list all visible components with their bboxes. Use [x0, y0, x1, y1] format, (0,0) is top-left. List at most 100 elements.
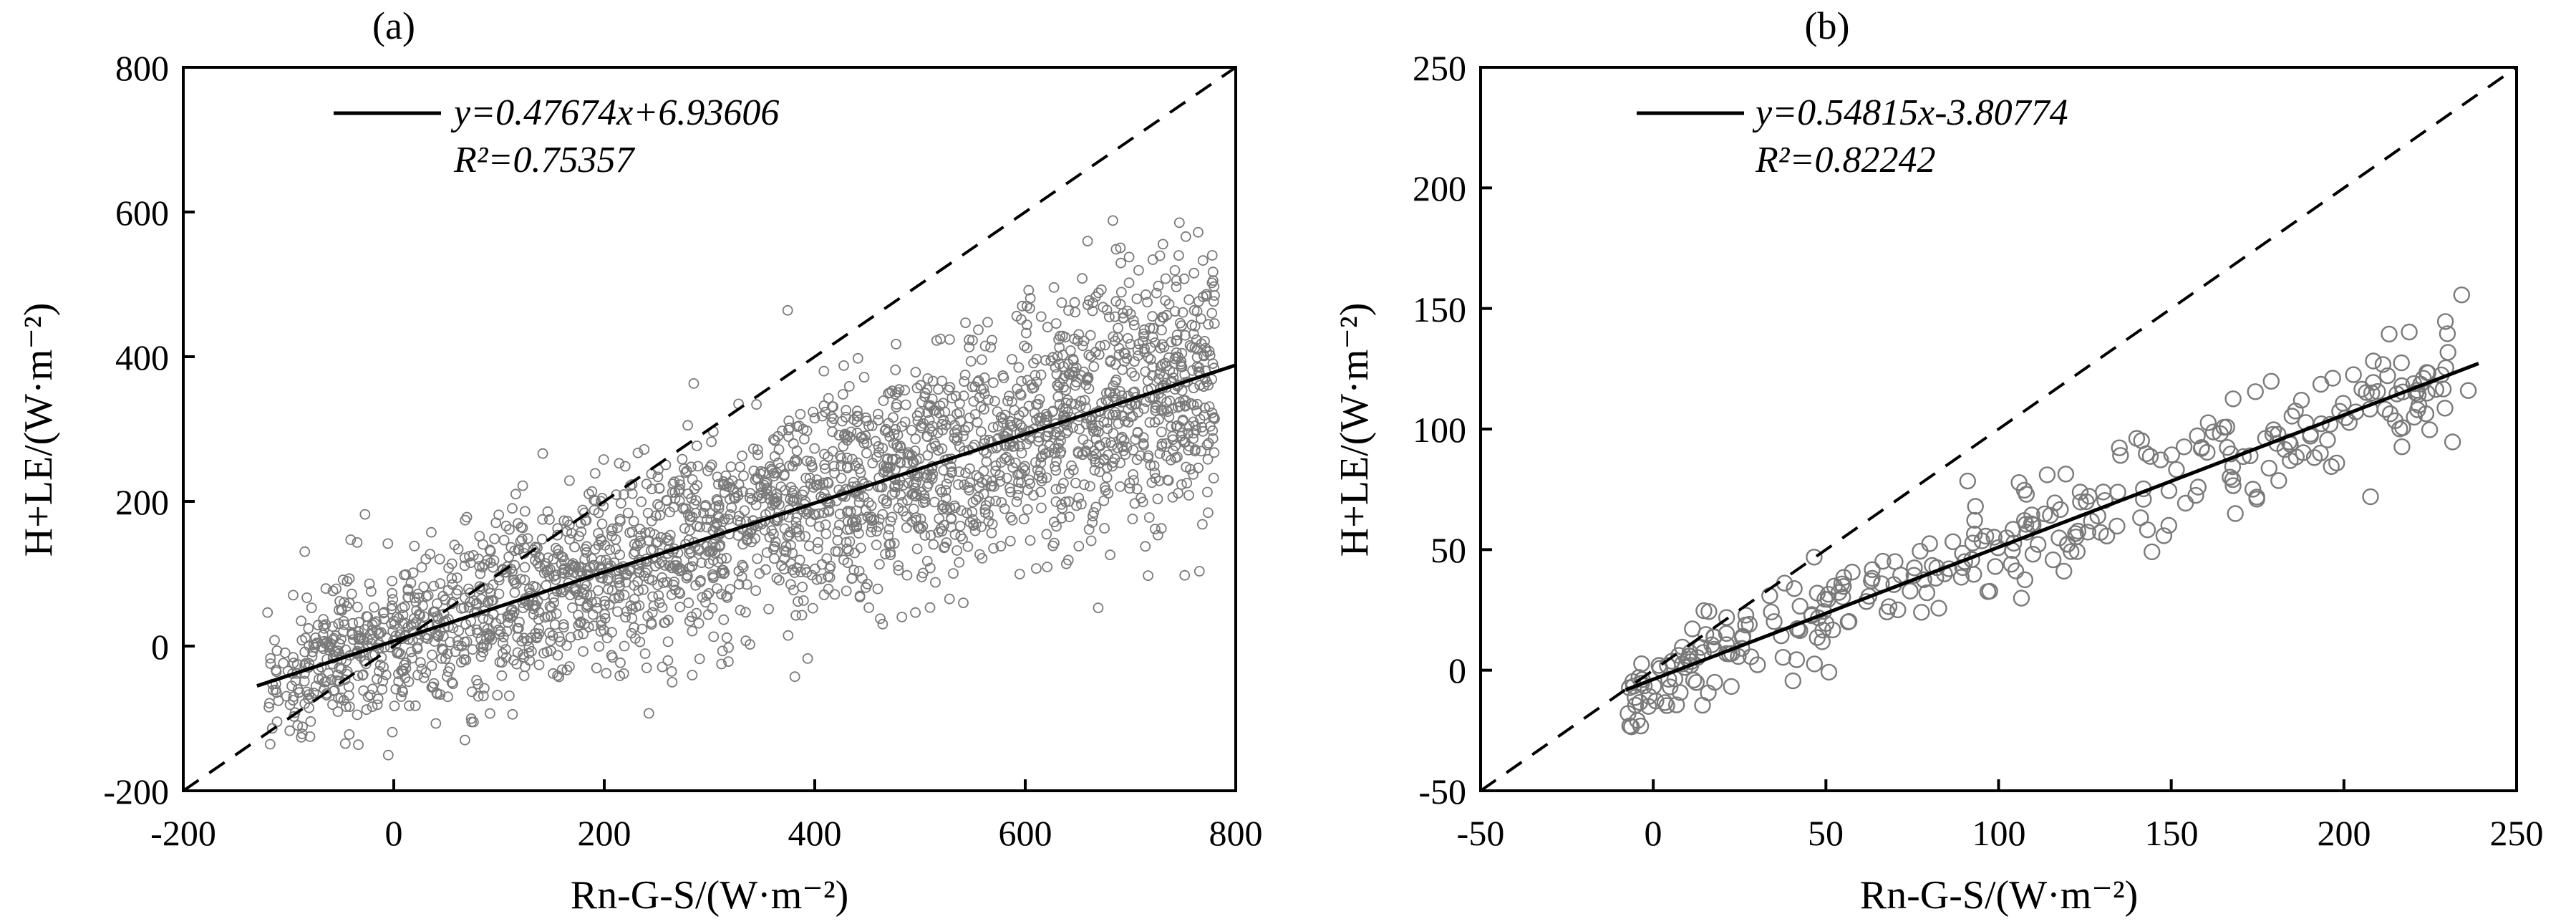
scatter-point — [2219, 439, 2236, 456]
scatter-point — [552, 650, 563, 661]
panel-b-ytick: -50 — [1418, 771, 1466, 812]
scatter-point — [569, 542, 580, 553]
scatter-point — [467, 644, 478, 655]
scatter-point — [1014, 441, 1025, 452]
scatter-point — [657, 602, 668, 613]
scatter-point — [895, 458, 906, 469]
scatter-point — [891, 439, 902, 451]
scatter-point — [332, 706, 344, 717]
scatter-point — [931, 335, 942, 346]
scatter-point — [1128, 475, 1139, 486]
scatter-point — [1183, 441, 1195, 452]
scatter-point — [903, 447, 914, 458]
scatter-point — [1042, 430, 1053, 442]
scatter-point — [367, 701, 378, 712]
scatter-point — [863, 420, 874, 432]
scatter-point — [908, 489, 919, 500]
scatter-point — [2409, 401, 2426, 418]
scatter-point — [1177, 434, 1188, 446]
scatter-point — [593, 585, 604, 596]
scatter-point — [2376, 400, 2394, 418]
scatter-point — [944, 593, 955, 605]
scatter-point — [533, 607, 545, 618]
scatter-point — [332, 669, 344, 680]
scatter-point — [827, 446, 838, 457]
scatter-point — [754, 489, 765, 501]
scatter-point — [784, 461, 795, 471]
scatter-point — [1022, 342, 1032, 354]
scatter-point — [1120, 415, 1130, 427]
scatter-point — [296, 635, 308, 646]
scatter-point — [2189, 427, 2206, 445]
scatter-point — [805, 456, 816, 467]
panel-b-xtick: 150 — [2145, 813, 2199, 853]
scatter-point — [944, 334, 955, 345]
scatter-point — [1633, 655, 1650, 673]
scatter-point — [1808, 629, 1826, 646]
scatter-point — [1017, 300, 1028, 312]
scatter-point — [2013, 589, 2030, 607]
scatter-point — [820, 519, 831, 530]
scatter-point — [915, 380, 926, 391]
scatter-point — [319, 622, 330, 634]
scatter-point — [769, 451, 780, 462]
scatter-point — [873, 415, 884, 425]
scatter-point — [1107, 410, 1118, 420]
scatter-point — [2015, 481, 2033, 499]
scatter-point — [707, 572, 719, 584]
scatter-point — [333, 618, 344, 630]
scatter-point — [885, 549, 896, 561]
scatter-point — [458, 654, 470, 665]
scatter-point — [345, 534, 357, 545]
scatter-point — [412, 670, 423, 680]
scatter-point — [2247, 383, 2264, 400]
scatter-point — [505, 605, 517, 616]
scatter-point — [1700, 603, 1718, 620]
panel-b-xtick: 0 — [1645, 813, 1662, 853]
scatter-point — [599, 595, 610, 607]
scatter-point — [344, 573, 355, 584]
scatter-point — [949, 500, 960, 511]
scatter-point — [777, 425, 788, 436]
scatter-point — [405, 577, 417, 589]
scatter-point — [575, 562, 586, 572]
scatter-point — [674, 475, 685, 486]
scatter-point — [990, 496, 1002, 506]
scatter-point — [964, 484, 974, 496]
scatter-point — [1014, 569, 1025, 579]
scatter-point — [954, 466, 965, 477]
scatter-point — [1110, 311, 1120, 322]
scatter-point — [771, 572, 783, 584]
scatter-point — [2353, 380, 2371, 398]
scatter-point — [503, 552, 514, 562]
scatter-point — [688, 378, 699, 389]
scatter-point — [874, 559, 885, 570]
scatter-point — [493, 624, 504, 635]
panel-b-xtick: 250 — [2490, 813, 2544, 853]
scatter-point — [1774, 649, 1792, 666]
scatter-point — [1137, 335, 1148, 347]
scatter-point — [1058, 478, 1069, 489]
scatter-point — [335, 692, 347, 703]
scatter-point — [403, 676, 415, 688]
scatter-point — [994, 476, 1006, 487]
scatter-point — [1082, 236, 1093, 247]
scatter-point — [518, 670, 530, 681]
scatter-point — [1108, 457, 1118, 468]
scatter-point — [750, 474, 761, 486]
scatter-point — [512, 631, 523, 643]
scatter-point — [352, 670, 364, 681]
scatter-point — [460, 734, 470, 746]
scatter-point — [1110, 376, 1121, 388]
scatter-point — [933, 526, 944, 538]
scatter-point — [970, 494, 982, 506]
scatter-point — [858, 491, 870, 503]
scatter-point — [396, 665, 407, 676]
scatter-point — [1117, 364, 1128, 375]
scatter-point — [296, 728, 308, 739]
scatter-point — [432, 598, 442, 610]
scatter-point — [1121, 441, 1133, 453]
scatter-point — [735, 605, 746, 616]
scatter-point — [654, 483, 665, 494]
scatter-point — [1154, 448, 1166, 459]
